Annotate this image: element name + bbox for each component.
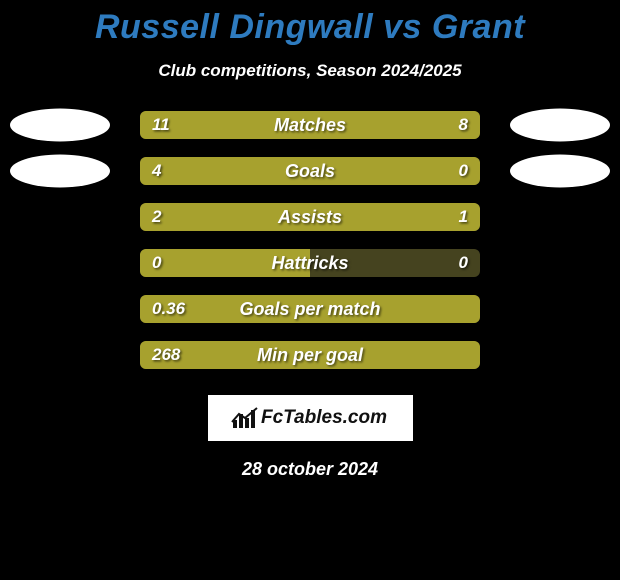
stat-label: Assists	[140, 203, 480, 231]
stat-label: Min per goal	[140, 341, 480, 369]
stat-row: 21Assists	[0, 203, 620, 231]
stat-row: 40Goals	[0, 157, 620, 185]
stat-row: 118Matches	[0, 111, 620, 139]
stat-row: 268Min per goal	[0, 341, 620, 369]
page-title: Russell Dingwall vs Grant	[0, 0, 620, 47]
stats-list: 118Matches 40Goals 21Assists 00Hattricks 0.3…	[0, 111, 620, 369]
player-avatar-left	[10, 109, 110, 142]
stat-label: Hattricks	[140, 249, 480, 277]
stat-label: Matches	[140, 111, 480, 139]
player-avatar-left	[10, 155, 110, 188]
stat-label: Goals per match	[140, 295, 480, 323]
site-logo-text: FcTables.com	[261, 407, 387, 429]
stat-row: 0.36Goals per match	[0, 295, 620, 323]
stat-row: 00Hattricks	[0, 249, 620, 277]
stat-label: Goals	[140, 157, 480, 185]
comparison-infographic: Russell Dingwall vs Grant Club competiti…	[0, 0, 620, 580]
bar-chart-icon	[233, 408, 255, 428]
subtitle: Club competitions, Season 2024/2025	[0, 61, 620, 81]
player-avatar-right	[510, 109, 610, 142]
site-logo-badge: FcTables.com	[208, 395, 413, 441]
date: 28 october 2024	[0, 459, 620, 480]
player-avatar-right	[510, 155, 610, 188]
